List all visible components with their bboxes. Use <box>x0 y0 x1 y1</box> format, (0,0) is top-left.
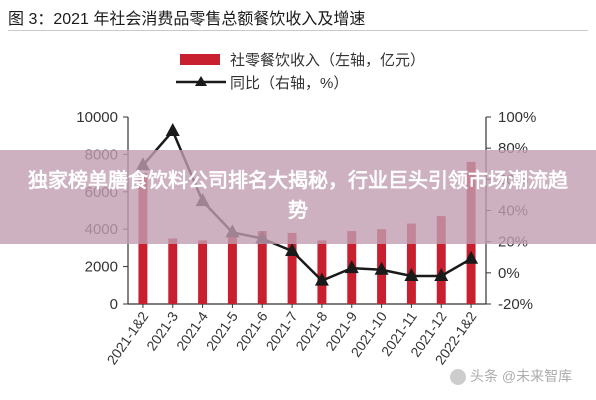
line-point-marker <box>434 267 449 281</box>
line-point-marker <box>374 261 389 275</box>
banner-headline: 独家榜单膳食饮料公司排名大揭秘，行业巨头引领市场潮流趋势 <box>28 170 568 222</box>
legend-label-bars: 社零餐饮收入（左轴，亿元） <box>230 52 425 69</box>
line-point-marker <box>344 260 359 274</box>
legend-bar-swatch <box>180 54 220 65</box>
bar <box>168 238 178 304</box>
bar <box>436 216 446 304</box>
y-right-tick-label: 100% <box>498 109 536 126</box>
watermark: 头条 @未来智库 <box>450 366 590 390</box>
watermark-text: 头条 @未来智库 <box>470 368 573 384</box>
overlay-banner: 独家榜单膳食饮料公司排名大揭秘，行业巨头引领市场潮流趋势 <box>0 150 596 244</box>
figure-title: 图 3：2021 年社会消费品零售总额餐饮收入及增速 <box>8 11 366 28</box>
y-right-tick-label: 0% <box>498 265 520 282</box>
line-point-marker <box>165 123 180 137</box>
line-point-marker <box>404 267 419 281</box>
bar <box>257 231 267 304</box>
line-point-marker <box>314 272 329 286</box>
bar <box>317 240 327 304</box>
legend-label-line: 同比（右轴，%） <box>230 75 348 92</box>
title-divider <box>8 30 588 31</box>
bar <box>406 223 416 304</box>
bar <box>198 240 208 304</box>
bar <box>287 232 297 304</box>
y-right-tick-label: -20% <box>498 296 533 313</box>
y-left-tick-label: 2000 <box>85 259 118 276</box>
watermark-logo-icon <box>450 369 466 386</box>
legend-line-marker <box>195 76 207 86</box>
y-left-tick-label: 0 <box>110 296 118 313</box>
y-left-tick-label: 10000 <box>76 109 118 126</box>
bar <box>227 232 237 304</box>
line-point-marker <box>464 250 479 264</box>
line-point-marker <box>285 243 300 257</box>
x-tick-label: 2021-1&2 <box>103 308 151 367</box>
